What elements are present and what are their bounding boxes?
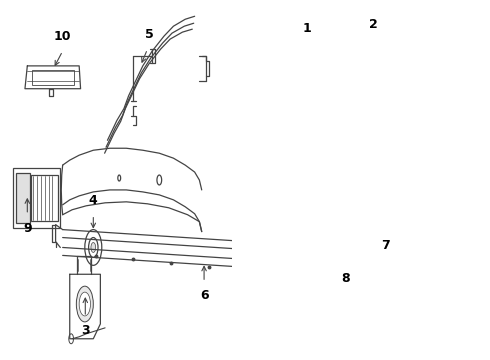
Text: 3: 3 [81,324,90,337]
Bar [32,70,74,85]
Circle shape [89,238,98,257]
Text: 9: 9 [23,222,32,235]
Text: 2: 2 [369,18,378,31]
Ellipse shape [369,60,378,102]
Circle shape [118,175,121,181]
Ellipse shape [367,52,380,109]
Text: 10: 10 [54,30,72,43]
Text: 7: 7 [381,239,390,252]
Circle shape [69,334,74,344]
Circle shape [91,243,96,252]
Bar [289,51,314,125]
Bar [13,168,60,228]
Circle shape [85,230,102,265]
Bar [293,59,304,113]
Text: 1: 1 [302,22,311,35]
Text: 5: 5 [146,28,154,41]
Bar [16,173,30,223]
Text: 4: 4 [89,194,98,207]
Text: 6: 6 [200,289,208,302]
Bar [30,175,58,221]
Circle shape [76,286,93,322]
Circle shape [79,292,91,316]
Bar [291,56,311,121]
Circle shape [378,281,383,291]
Circle shape [157,175,162,185]
Text: 8: 8 [341,272,350,285]
